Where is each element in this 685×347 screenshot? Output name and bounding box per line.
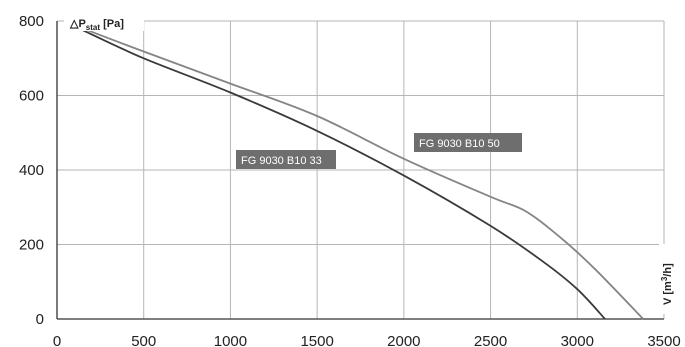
x-tick-label: 0	[53, 333, 61, 347]
x-tick-label: 1500	[300, 333, 333, 347]
series-label-1: FG 9030 B10 33	[236, 150, 336, 169]
x-tick-label: 3500	[647, 333, 680, 347]
y-tick-label: 600	[19, 88, 44, 105]
series-label-text: FG 9030 B10 33	[241, 155, 322, 167]
x-axis-title: V [m3/h]	[660, 263, 674, 305]
y-axis-title: △Pstat [Pa]	[69, 18, 124, 32]
x-tick-label: 500	[131, 333, 156, 347]
series-labels: FG 9030 B10 33 FG 9030 B10 50	[236, 133, 522, 169]
grid	[57, 20, 665, 319]
series-label-box	[414, 133, 522, 152]
x-tick-label: 2000	[387, 333, 420, 347]
series-label-box	[236, 150, 336, 169]
y-tick-label: 800	[19, 13, 44, 30]
series-label-text: FG 9030 B10 50	[419, 138, 500, 150]
x-axis-title-bg	[659, 244, 675, 314]
x-tick-label: 2500	[474, 333, 507, 347]
y-axis-title-bg	[64, 15, 144, 31]
series-line-2	[82, 27, 644, 320]
y-tick-label: 400	[19, 162, 44, 179]
x-tick-label: 1000	[214, 333, 247, 347]
tick-labels: 0 500 1000 1500 2000 2500 3000 3500 0 200 400 600 80…	[19, 13, 681, 347]
series-line-1	[82, 29, 606, 320]
x-axis-title-group: V [m3/h]	[659, 244, 675, 314]
series-lines	[82, 27, 644, 320]
y-axis-title-group: △Pstat [Pa]	[64, 15, 144, 32]
x-tick-label: 3000	[561, 333, 594, 347]
axes	[56, 21, 664, 320]
y-tick-label: 200	[19, 237, 44, 254]
series-label-2: FG 9030 B10 50	[414, 133, 522, 152]
y-tick-label: 0	[36, 311, 44, 328]
